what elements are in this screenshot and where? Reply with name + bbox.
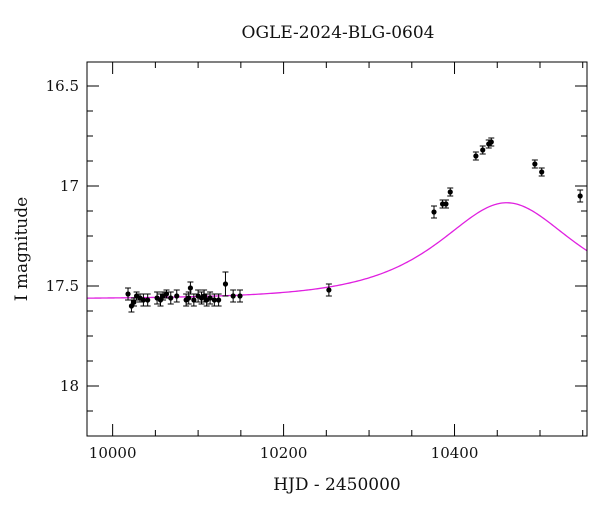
point-marker — [230, 293, 236, 299]
data-point — [131, 297, 138, 307]
data-point — [236, 289, 243, 303]
point-marker — [222, 281, 229, 287]
point-marker — [326, 287, 332, 293]
point-marker — [431, 209, 437, 215]
data-point — [472, 151, 479, 161]
data-point — [125, 287, 132, 301]
data-point — [222, 271, 229, 297]
data-point — [479, 145, 486, 155]
data-point — [230, 289, 237, 303]
point-marker — [187, 285, 194, 291]
model-curve-layer — [86, 202, 588, 299]
point-marker — [145, 297, 151, 303]
x-axis-label: HJD - 2450000 — [273, 475, 401, 495]
x-tick-label: 10400 — [431, 444, 479, 462]
data-point — [442, 199, 449, 209]
model-curve — [86, 202, 588, 299]
y-tick-label: 18 — [60, 377, 79, 395]
point-marker — [131, 299, 137, 305]
point-marker — [140, 297, 147, 303]
point-marker — [207, 295, 213, 301]
data-points-layer — [125, 137, 584, 313]
x-tick-label: 10000 — [89, 444, 137, 462]
data-point — [190, 293, 197, 307]
data-point — [144, 293, 151, 307]
point-marker — [174, 293, 180, 299]
data-point — [431, 205, 438, 219]
y-tick-label: 16.5 — [46, 77, 79, 95]
y-tick-label: 17.5 — [46, 277, 79, 295]
point-marker — [237, 293, 243, 299]
data-point — [211, 293, 218, 307]
data-point — [531, 159, 538, 169]
data-point — [163, 289, 170, 299]
data-point — [167, 291, 174, 305]
plot-frame — [86, 61, 588, 437]
y-tick-label: 17 — [60, 177, 79, 195]
point-marker — [447, 189, 453, 195]
data-point — [538, 167, 545, 177]
point-marker — [168, 295, 174, 301]
data-point — [447, 187, 454, 197]
point-marker — [473, 153, 479, 159]
point-marker — [201, 293, 207, 299]
point-marker — [577, 193, 583, 199]
point-marker — [191, 297, 197, 303]
point-marker — [216, 297, 222, 303]
point-marker — [443, 201, 449, 207]
data-point — [488, 137, 495, 147]
data-point — [173, 289, 180, 303]
y-axis-label: I magnitude — [12, 197, 32, 301]
point-marker — [539, 169, 545, 175]
data-point — [577, 189, 584, 203]
data-point — [207, 291, 214, 305]
point-marker — [211, 297, 217, 303]
point-marker — [163, 291, 170, 297]
point-marker — [125, 291, 131, 297]
chart-title: OGLE-2024-BLG-0604 — [242, 23, 435, 43]
point-marker — [186, 295, 192, 301]
axes: 10000 10200 10400 16.5 17 17.5 18 — [46, 62, 587, 462]
data-point — [215, 293, 222, 307]
point-marker — [532, 161, 538, 167]
x-tick-label: 10200 — [260, 444, 308, 462]
point-marker — [480, 147, 486, 153]
point-marker — [488, 139, 494, 145]
data-point — [325, 283, 332, 297]
